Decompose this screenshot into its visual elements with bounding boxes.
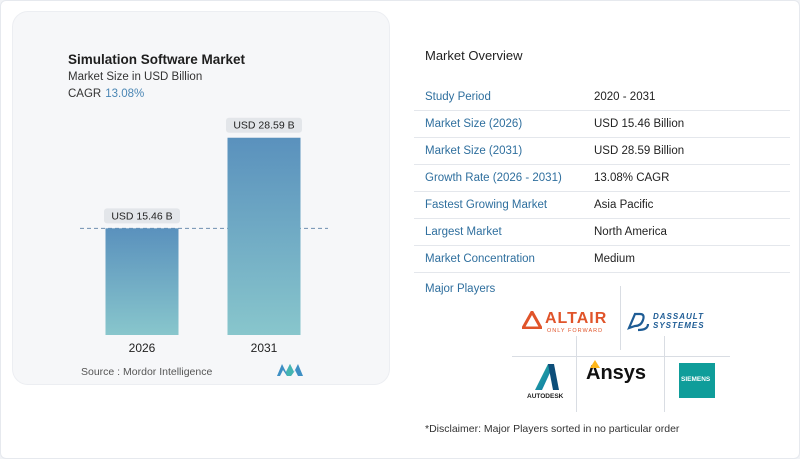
overview-title: Market Overview (425, 48, 523, 63)
overview-value: North America (594, 226, 667, 238)
autodesk-logo: AUTODESK (524, 363, 568, 405)
overview-row-market-size-2031: Market Size (2031) USD 28.59 Billion (414, 138, 790, 165)
chart-source: Source : Mordor Intelligence (81, 366, 213, 378)
players-divider (512, 356, 730, 357)
overview-value: Asia Pacific (594, 199, 654, 211)
overview-key: Market Size (2026) (425, 118, 523, 130)
dassault-logo: DASSAULT SYSTEMES (626, 308, 722, 334)
altair-triangle-icon (522, 311, 542, 329)
autodesk-a-icon (535, 364, 559, 390)
overview-key: Market Size (2031) (425, 145, 523, 157)
chart-subtitle: Market Size in USD Billion (68, 71, 203, 83)
data-label-bg (226, 117, 302, 133)
overview-value: 2020 - 2031 (594, 91, 656, 103)
overview-value: Medium (594, 253, 635, 265)
data-label: USD 28.59 B (233, 120, 294, 132)
overview-row-fastest-growing: Fastest Growing Market Asia Pacific (414, 192, 790, 219)
siemens-logo: SIEMENS (679, 363, 715, 398)
overview-row-concentration: Market Concentration Medium (414, 246, 790, 273)
overview-row-largest-market: Largest Market North America (414, 219, 790, 246)
players-divider (620, 286, 621, 350)
chart-card (12, 11, 390, 385)
bar-2031 (227, 137, 301, 335)
autodesk-logo-text: AUTODESK (527, 393, 564, 400)
cagr-value: 13.08% (105, 88, 145, 100)
data-label-bg (104, 208, 180, 224)
ansys-logo-text: Ansys (586, 362, 647, 384)
mordor-logo-icon (277, 364, 303, 376)
bar-chart: USD 15.46 B 2026 USD 28.59 B 2031 (80, 117, 328, 355)
chart-title: Simulation Software Market (68, 52, 246, 67)
dassault-ds-icon (627, 312, 650, 332)
cagr-line: CAGR 13.08% (68, 88, 144, 100)
altair-logo: ALTAIR ONLY FORWARD (522, 309, 612, 337)
overview-key: Fastest Growing Market (425, 199, 548, 211)
overview-key: Market Concentration (425, 253, 535, 265)
overview-row-study-period: Study Period 2020 - 2031 (414, 84, 790, 111)
overview-value: 13.08% CAGR (594, 172, 670, 184)
siemens-logo-text: SIEMENS (681, 376, 711, 383)
disclaimer: *Disclaimer: Major Players sorted in no … (425, 423, 680, 435)
players-divider (664, 336, 665, 412)
overview-key: Study Period (425, 91, 491, 103)
overview-value: USD 28.59 Billion (594, 145, 685, 157)
overview-value: USD 15.46 Billion (594, 118, 685, 130)
x-tick-label: 2026 (129, 341, 156, 355)
overview-row-growth-rate: Growth Rate (2026 - 2031) 13.08% CAGR (414, 165, 790, 192)
overview-table: Study Period 2020 - 2031 Market Size (20… (414, 84, 790, 273)
overview-key: Largest Market (425, 226, 502, 238)
dassault-text-line1: DASSAULT (653, 312, 704, 321)
overview-key: Growth Rate (2026 - 2031) (425, 172, 562, 184)
ansys-accent-icon (590, 360, 600, 368)
overview-row-market-size-2026: Market Size (2026) USD 15.46 Billion (414, 111, 790, 138)
x-tick-label: 2031 (251, 341, 278, 355)
players-divider (576, 336, 577, 412)
bar-2026 (105, 228, 179, 335)
ansys-logo: Ansys (586, 360, 656, 390)
dassault-text-line2: SYSTEMES (653, 321, 705, 330)
data-label: USD 15.46 B (111, 210, 172, 222)
altair-logo-text: ALTAIR (545, 310, 608, 327)
altair-tagline: ONLY FORWARD (547, 328, 604, 334)
major-players-title: Major Players (425, 283, 496, 295)
cagr-label: CAGR (68, 88, 102, 100)
